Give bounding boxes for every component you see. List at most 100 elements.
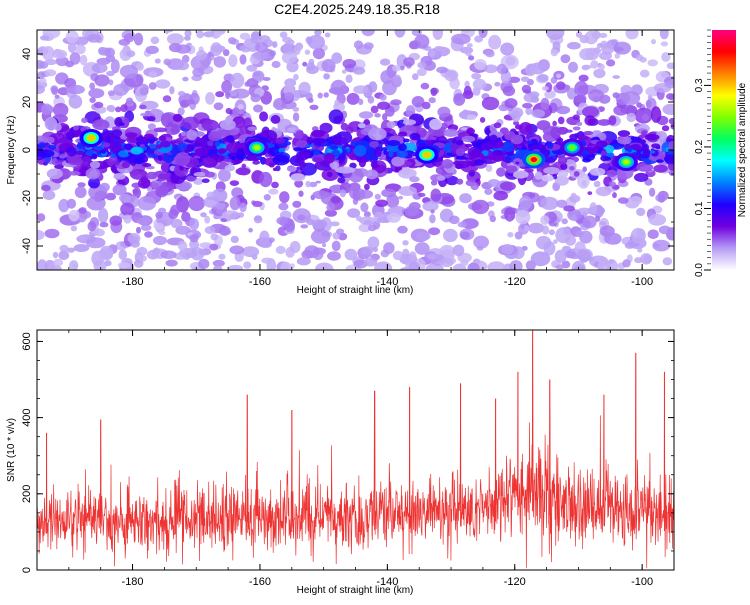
spectrogram-y-axis-label: Frequency (Hz) bbox=[6, 116, 17, 185]
x-tick-label: -160 bbox=[249, 276, 271, 288]
heatmap-cell bbox=[569, 166, 575, 171]
heatmap-cell bbox=[295, 130, 304, 140]
heatmap-cell bbox=[201, 178, 210, 183]
heatmap-cell bbox=[132, 157, 146, 165]
heatmap-cell bbox=[145, 45, 159, 55]
heatmap-cell bbox=[232, 107, 239, 117]
heatmap-cell bbox=[341, 69, 347, 74]
heatmap-cell bbox=[639, 139, 646, 145]
x-tick-label: -180 bbox=[122, 576, 144, 588]
heatmap-cell bbox=[648, 187, 656, 197]
heatmap-cell bbox=[392, 250, 404, 261]
heatmap-cell bbox=[203, 196, 220, 208]
heatmap-cell bbox=[584, 115, 596, 126]
heatmap-cell bbox=[372, 247, 378, 253]
heatmap-cell bbox=[629, 196, 643, 205]
heatmap-cell bbox=[358, 98, 364, 106]
heatmap-cell bbox=[635, 54, 644, 61]
heatmap-cell bbox=[375, 199, 388, 207]
heatmap-cell bbox=[39, 35, 50, 41]
heatmap-cell bbox=[311, 219, 328, 229]
heatmap-cell bbox=[292, 107, 300, 112]
heatmap-cell bbox=[331, 52, 343, 64]
heatmap-cell bbox=[598, 132, 607, 141]
heatmap-cell bbox=[210, 42, 223, 57]
heatmap-cell bbox=[437, 106, 451, 118]
heatmap-cell bbox=[98, 207, 109, 224]
heatmap-cell bbox=[612, 192, 617, 199]
heatmap-cell bbox=[661, 52, 671, 62]
heatmap-cell bbox=[204, 171, 215, 178]
x-tick-label: -120 bbox=[504, 276, 526, 288]
heatmap-cell bbox=[513, 120, 520, 126]
heatmap-cell bbox=[158, 135, 167, 141]
heatmap-cell bbox=[664, 80, 674, 89]
heatmap-cell bbox=[65, 30, 79, 44]
heatmap-cell bbox=[248, 227, 253, 233]
heatmap-cell bbox=[312, 190, 330, 200]
heatmap-cell bbox=[487, 179, 500, 187]
heatmap-cell bbox=[108, 79, 114, 86]
heatmap-cell bbox=[59, 244, 69, 252]
heatmap-cell bbox=[42, 46, 55, 61]
colorbar-tick-label: 0.1 bbox=[694, 201, 705, 215]
heatmap-cell bbox=[307, 34, 325, 50]
y-tick-label: 40 bbox=[21, 48, 33, 60]
heatmap-cell bbox=[113, 173, 126, 180]
heatmap-cell bbox=[123, 214, 132, 224]
heatmap-cell bbox=[278, 202, 289, 211]
heatmap-cell bbox=[408, 251, 417, 261]
heatmap-cell bbox=[146, 171, 158, 180]
heatmap-cell bbox=[386, 194, 400, 209]
heatmap-cell bbox=[118, 249, 128, 260]
heatmap-cell bbox=[228, 264, 243, 270]
heatmap-cell bbox=[626, 112, 636, 123]
heatmap-cell bbox=[597, 119, 612, 126]
spectrogram-x-ticks: -180 -160 -140 -120 -100 bbox=[36, 30, 675, 288]
heatmap-cell bbox=[630, 227, 646, 244]
heatmap-cell bbox=[196, 30, 205, 39]
heatmap-cell bbox=[394, 30, 406, 38]
heatmap-cell bbox=[634, 257, 643, 264]
heatmap-cell bbox=[337, 232, 348, 241]
heatmap-cell bbox=[102, 142, 111, 148]
heatmap-cell bbox=[326, 171, 333, 178]
heatmap-cell bbox=[271, 60, 281, 69]
heatmap-cell bbox=[300, 224, 309, 229]
heatmap-cell bbox=[662, 257, 673, 266]
heatmap-cell bbox=[42, 162, 48, 166]
x-tick-label: -160 bbox=[249, 576, 271, 588]
spectrogram-panel: -180 -160 -140 -120 -100 -40 -20 0 20 40 Height … bbox=[6, 29, 675, 296]
heatmap-cell bbox=[295, 151, 310, 161]
heatmap-cell bbox=[504, 131, 516, 141]
heatmap-cell bbox=[582, 215, 597, 229]
heatmap-cell bbox=[581, 106, 600, 118]
heatmap-cell bbox=[422, 101, 431, 110]
heatmap-cell bbox=[66, 146, 77, 157]
heatmap-cell bbox=[583, 64, 592, 70]
heatmap-cell bbox=[58, 250, 70, 261]
heatmap-cell bbox=[439, 257, 454, 268]
heatmap-cell bbox=[52, 265, 62, 270]
heatmap-cell bbox=[459, 193, 472, 204]
heatmap-cell bbox=[614, 53, 621, 59]
heatmap-cell bbox=[556, 73, 562, 79]
heatmap-cell bbox=[599, 32, 608, 39]
heatmap-cell bbox=[42, 190, 56, 201]
heatmap-cell bbox=[46, 136, 55, 144]
heatmap-cell bbox=[560, 54, 571, 64]
heatmap-cell bbox=[352, 66, 366, 75]
heatmap-cell bbox=[229, 180, 240, 187]
heatmap-cell bbox=[397, 225, 408, 234]
heatmap-cell bbox=[571, 214, 577, 222]
heatmap-cell bbox=[652, 239, 671, 252]
heatmap-cell bbox=[155, 144, 162, 150]
x-tick-label: -140 bbox=[376, 276, 398, 288]
heatmap-cell bbox=[587, 191, 593, 196]
heatmap-cell bbox=[306, 218, 315, 226]
heatmap-cell bbox=[496, 167, 506, 177]
heatmap-cell bbox=[111, 129, 123, 137]
heatmap-cell bbox=[177, 90, 186, 97]
heatmap-cell bbox=[444, 69, 459, 82]
heatmap-cell bbox=[429, 118, 443, 130]
